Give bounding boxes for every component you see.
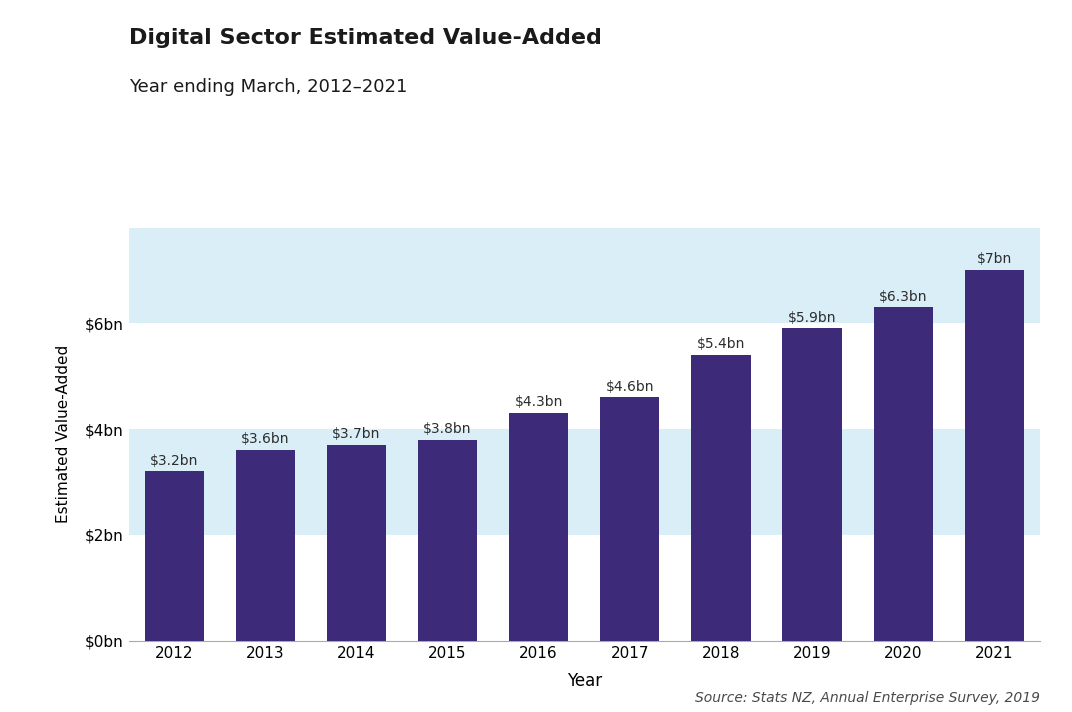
Bar [327, 445, 386, 641]
Text: $3.7bn: $3.7bn [332, 427, 381, 441]
Text: Year ending March, 2012–2021: Year ending March, 2012–2021 [129, 78, 407, 96]
Bar [145, 471, 204, 641]
Text: $3.6bn: $3.6bn [241, 432, 289, 446]
Bar [783, 328, 842, 641]
Text: $3.2bn: $3.2bn [150, 454, 198, 468]
Text: $5.9bn: $5.9bn [788, 310, 836, 325]
Text: $3.8bn: $3.8bn [423, 422, 472, 436]
Bar [600, 397, 659, 641]
Bar [236, 450, 295, 641]
Bar [418, 439, 477, 641]
Bar [874, 308, 933, 641]
Bar [129, 429, 1040, 535]
Bar [129, 217, 1040, 323]
Text: $7bn: $7bn [977, 253, 1012, 266]
Text: $6.3bn: $6.3bn [879, 290, 927, 303]
Text: Source: Stats NZ, Annual Enterprise Survey, 2019: Source: Stats NZ, Annual Enterprise Surv… [695, 691, 1040, 705]
Bar [509, 413, 568, 641]
Bar [965, 270, 1024, 641]
Text: $4.3bn: $4.3bn [515, 395, 563, 409]
Text: $5.4bn: $5.4bn [697, 337, 745, 351]
X-axis label: Year: Year [567, 672, 601, 690]
Text: Digital Sector Estimated Value-Added: Digital Sector Estimated Value-Added [129, 28, 601, 48]
Text: $4.6bn: $4.6bn [606, 379, 654, 394]
Y-axis label: Estimated Value-Added: Estimated Value-Added [56, 345, 71, 523]
Bar [691, 355, 750, 641]
